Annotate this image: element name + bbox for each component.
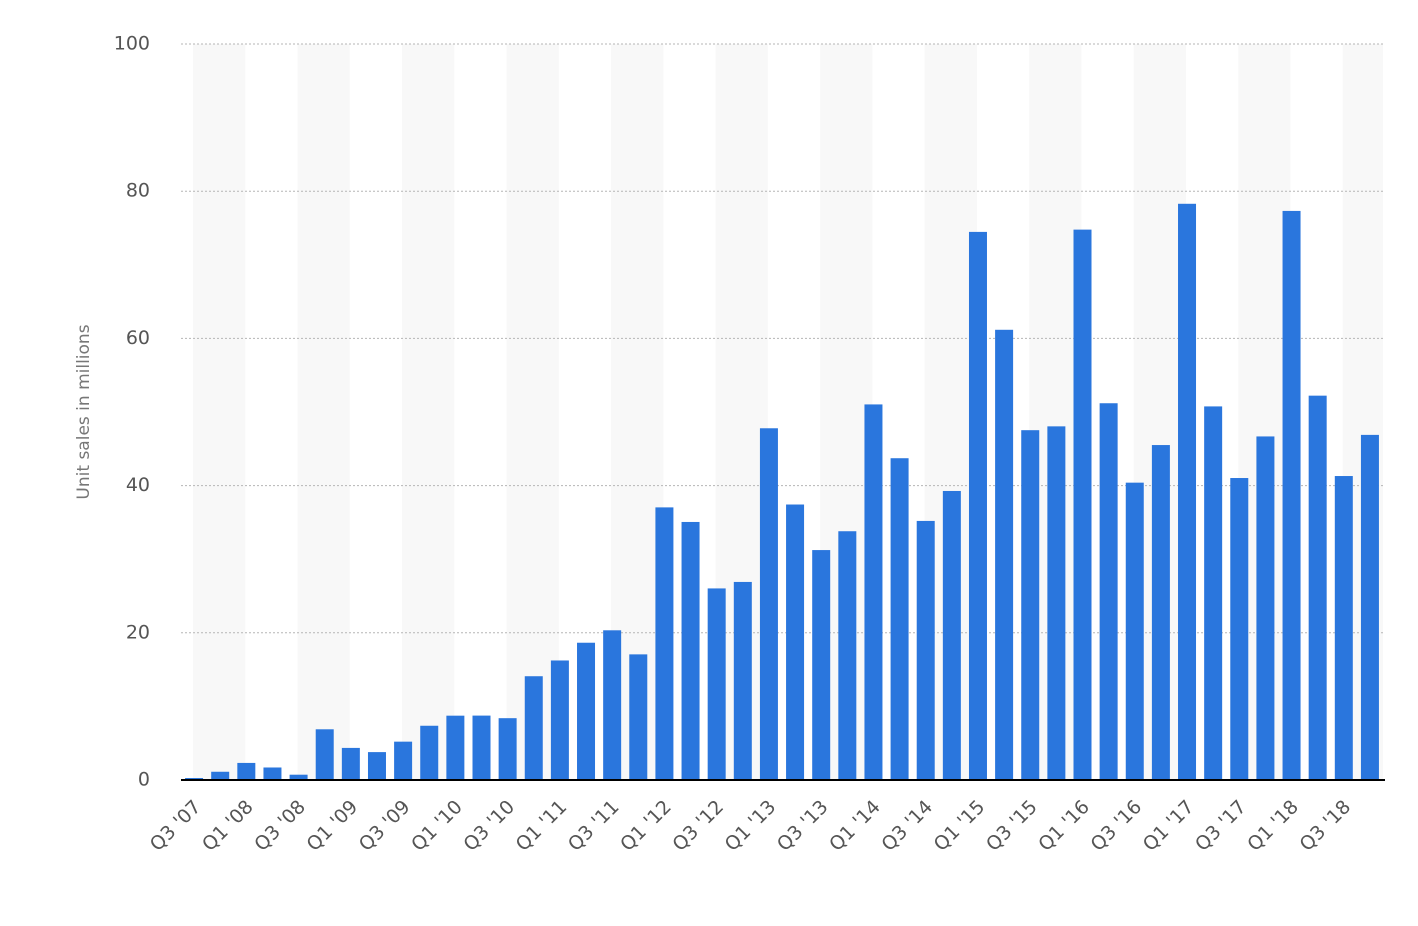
x-tick-label: Q1 '16 [1034, 796, 1094, 856]
x-tick-label: Q3 '18 [1295, 796, 1355, 856]
y-tick-label: 40 [126, 474, 150, 496]
x-tick-label: Q3 '13 [773, 796, 833, 856]
bar [890, 458, 909, 780]
bar [916, 520, 935, 780]
bar [812, 550, 831, 780]
bar [1230, 478, 1249, 780]
bar [394, 741, 413, 780]
bar [1151, 445, 1170, 780]
x-tick-label: Q3 '11 [564, 796, 624, 856]
stripe [297, 44, 350, 780]
x-tick-label: Q3 '14 [877, 796, 937, 856]
bar [472, 715, 491, 780]
bar [681, 521, 700, 780]
bar [1021, 430, 1040, 780]
bar [707, 588, 726, 780]
bar [1073, 229, 1092, 780]
x-tick-label: Q3 '15 [982, 796, 1042, 856]
bar [1360, 434, 1379, 780]
bar [1282, 210, 1301, 780]
x-tick-label: Q1 '08 [198, 796, 258, 856]
bar [786, 504, 805, 780]
bar [1308, 395, 1327, 780]
x-tick-label: Q3 '16 [1086, 796, 1146, 856]
bar [629, 654, 648, 780]
bar [237, 762, 256, 780]
bar [1204, 406, 1223, 780]
stripe [402, 44, 455, 780]
x-tick-label: Q3 '09 [355, 796, 415, 856]
bar [603, 630, 622, 780]
x-tick-label: Q1 '15 [930, 796, 990, 856]
bar [211, 771, 230, 780]
bar [968, 231, 987, 780]
x-tick-label: Q1 '09 [303, 796, 363, 856]
bar [367, 752, 386, 780]
x-tick-label: Q1 '11 [512, 796, 572, 856]
bar [942, 490, 961, 780]
stripe [193, 44, 246, 780]
bar [341, 747, 360, 780]
x-tick-label: Q3 '07 [146, 796, 206, 856]
bar [420, 725, 439, 780]
y-tick-label: 80 [126, 180, 150, 202]
bar [315, 729, 334, 780]
x-tick-label: Q1 '14 [825, 796, 885, 856]
y-tick-label: 20 [126, 621, 150, 643]
x-tick-label: Q1 '17 [1139, 796, 1199, 856]
bar [263, 767, 282, 780]
bar [1178, 203, 1197, 781]
bar [1334, 476, 1353, 780]
x-tick-label: Q3 '08 [250, 796, 310, 856]
x-tick-label: Q1 '10 [407, 796, 467, 856]
x-tick-label: Q3 '10 [459, 796, 519, 856]
stripe [506, 44, 559, 780]
bar [524, 676, 543, 780]
bar [550, 660, 569, 780]
bar [289, 774, 308, 780]
bar [1047, 426, 1066, 780]
x-tick-label: Q1 '13 [721, 796, 781, 856]
bar [1099, 403, 1118, 780]
x-tick-label: Q3 '17 [1191, 796, 1251, 856]
y-axis-label: Unit sales in millions [74, 324, 94, 499]
bar [733, 581, 752, 780]
x-tick-label: Q3 '12 [668, 796, 728, 856]
bar [864, 404, 883, 780]
bar [759, 428, 778, 780]
y-tick-label: 100 [114, 33, 150, 55]
y-tick-label: 0 [138, 769, 150, 791]
bar [995, 329, 1014, 780]
x-tick-label: Q1 '18 [1243, 796, 1303, 856]
bar [1125, 482, 1144, 780]
bar [446, 715, 465, 780]
bar [498, 718, 517, 780]
bar [577, 642, 596, 780]
y-tick-label: 60 [126, 327, 150, 349]
bar [655, 507, 674, 780]
bar [1256, 436, 1275, 780]
x-tick-label: Q1 '12 [616, 796, 676, 856]
bar [838, 531, 857, 780]
